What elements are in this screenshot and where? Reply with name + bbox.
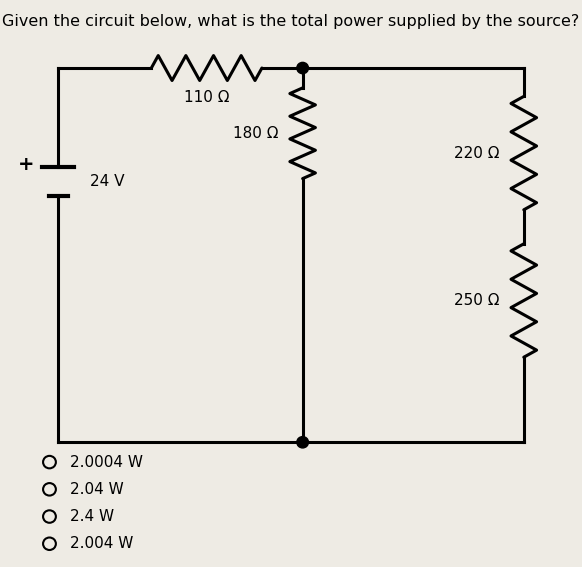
Text: Given the circuit below, what is the total power supplied by the source?: Given the circuit below, what is the tot… <box>2 14 580 29</box>
Text: 220 Ω: 220 Ω <box>454 146 499 160</box>
Text: 2.004 W: 2.004 W <box>70 536 133 551</box>
Text: 2.04 W: 2.04 W <box>70 482 123 497</box>
Circle shape <box>297 437 308 448</box>
Text: 2.4 W: 2.4 W <box>70 509 114 524</box>
Text: +: + <box>18 155 34 174</box>
Text: 2.0004 W: 2.0004 W <box>70 455 143 469</box>
Text: 24 V: 24 V <box>90 174 125 189</box>
Text: 250 Ω: 250 Ω <box>454 293 499 308</box>
Circle shape <box>297 62 308 74</box>
Text: 110 Ω: 110 Ω <box>184 90 229 104</box>
Text: 180 Ω: 180 Ω <box>233 126 278 141</box>
